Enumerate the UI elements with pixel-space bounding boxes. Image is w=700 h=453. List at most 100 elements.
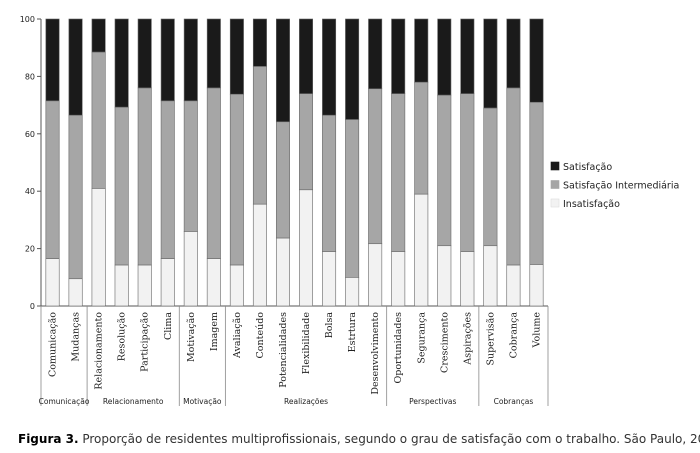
x-tick-label: Conteúdo (255, 312, 266, 359)
x-tick-label: Volume (531, 312, 542, 349)
bar-segment (322, 114, 337, 252)
bar-segment (460, 93, 475, 252)
y-tick-label: 100 (20, 15, 35, 24)
bar-segment (322, 18, 337, 116)
bar-segment (437, 94, 452, 247)
y-tick-label: 20 (25, 245, 35, 254)
legend-swatch (550, 161, 560, 171)
bar-segment (368, 243, 383, 307)
group-label: Motivação (183, 397, 222, 406)
bar-segment (91, 18, 106, 53)
caption-label: Figura 3. (18, 432, 79, 446)
legend-label: Satisfação (563, 162, 612, 173)
y-tick-label: 40 (25, 187, 35, 196)
bar-segment (275, 121, 290, 239)
bar-segment (529, 18, 544, 103)
bar-segment (137, 264, 152, 307)
bar-segment (206, 87, 221, 259)
bar-segment (483, 245, 498, 307)
bar-segment (114, 18, 129, 108)
bar-segment (529, 101, 544, 265)
legend-swatch (550, 180, 560, 189)
x-tick-label: Bolsa (324, 312, 335, 339)
bar-segment (368, 18, 383, 90)
group-label: Realizações (284, 397, 328, 406)
x-tick-label: Oportunidades (393, 312, 404, 384)
bar-segment (137, 87, 152, 266)
x-tick-label: Supervisão (485, 312, 496, 366)
bar-segment (229, 18, 244, 95)
x-tick-label: Segurança (416, 312, 427, 364)
bar-segment (114, 106, 129, 266)
bar-segment (483, 18, 498, 109)
group-label: Relacionamento (103, 397, 164, 406)
bar-segment (322, 251, 337, 307)
bar-segment (252, 203, 267, 307)
y-tick-label: 60 (25, 130, 35, 139)
x-tick-label: Participação (140, 312, 151, 372)
bar-segment (114, 264, 129, 307)
bar-segment (68, 114, 83, 280)
bar-segment (414, 18, 429, 83)
bar-segment (299, 93, 314, 191)
bar-segment (506, 18, 521, 89)
bar-segment (460, 251, 475, 307)
bar-segment (437, 18, 452, 96)
bar-segment (368, 88, 383, 245)
group-label: Perspectivas (409, 397, 456, 406)
bar-segment (529, 264, 544, 307)
bar-segment (345, 18, 360, 120)
bar-segment (506, 87, 521, 266)
x-tick-label: Estrtura (347, 312, 358, 353)
bar-segment (91, 188, 106, 307)
bar-segment (391, 93, 406, 252)
bar-segment (206, 258, 221, 307)
bar-segment (160, 18, 175, 102)
bar-segment (252, 18, 267, 67)
x-tick-label: Comunicação (48, 312, 59, 377)
bar-segment (91, 51, 106, 189)
bar-segment (68, 278, 83, 307)
legend-swatch (550, 198, 560, 208)
bar-segment (137, 18, 152, 89)
bar-segment (414, 193, 429, 307)
x-tick-label: Relacionamento (94, 312, 105, 390)
x-tick-label: Mudanças (71, 312, 82, 362)
stacked-bar-chart: 0 20 40 60 80 100 Comunicação Mudanças Relaciona… (20, 15, 679, 406)
y-tick-label: 0 (30, 302, 35, 311)
bar-segment (345, 276, 360, 307)
legend-label: Insatisfação (563, 199, 620, 210)
bar-segment (229, 93, 244, 266)
group-label: Comunicação (39, 397, 90, 406)
x-tick-label: Cobrança (508, 312, 519, 359)
x-tick-label: Imagem (209, 312, 220, 351)
x-tick-label: Aspirações (462, 312, 473, 366)
legend-label: Satisfação Intermediária (563, 181, 679, 192)
x-tick-label: Crescimento (439, 312, 450, 373)
caption-text: Proporção de residentes multiprofissiona… (78, 432, 700, 446)
bar-segment (160, 258, 175, 307)
figure-caption: Figura 3. Proporção de residentes multip… (18, 432, 700, 446)
bar-segment (160, 100, 175, 259)
bar-segment (437, 245, 452, 307)
bar-segment (275, 18, 290, 123)
bar-segment (229, 264, 244, 307)
bar-segment (275, 237, 290, 307)
bar-segment (252, 66, 267, 205)
bar-segment (483, 107, 498, 247)
bar-segment (414, 81, 429, 195)
bar-segment (183, 231, 198, 307)
bar-segment (299, 18, 314, 94)
bar-segment (460, 18, 475, 94)
x-tick-label: Flexibilidade (301, 312, 312, 375)
bar-segment (345, 119, 360, 278)
x-tick-label: Potencialidades (278, 312, 289, 388)
bar-segment (183, 18, 198, 102)
bar-segment (45, 258, 60, 307)
bar-segment (45, 100, 60, 259)
bar-segment (68, 18, 83, 116)
x-tick-label: Clima (163, 312, 174, 340)
group-label: Cobranças (494, 397, 534, 406)
bar-segment (206, 18, 221, 89)
bar-segment (391, 251, 406, 307)
